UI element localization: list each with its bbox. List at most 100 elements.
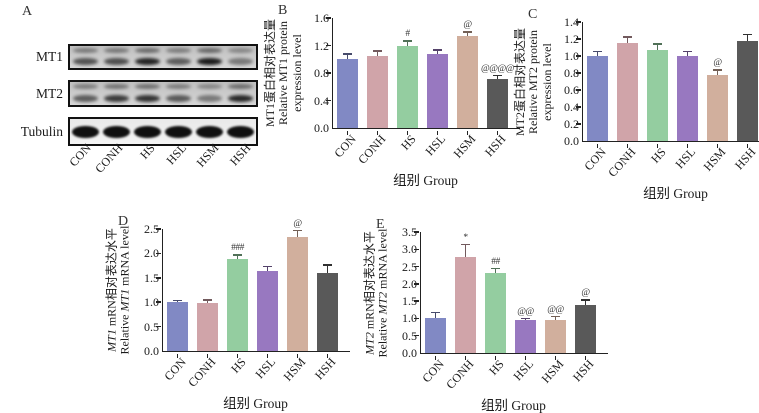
y-tick-label: 2.0: [144, 246, 159, 261]
error-bar-cap: [593, 50, 602, 53]
y-tick-mark: [576, 89, 581, 91]
y-axis: 0.0 0.5 1.0 1.5 2.0 2.5: [136, 222, 162, 358]
blot-band-upper: [197, 84, 222, 89]
x-axis-title: 组别 Group: [481, 398, 546, 413]
x-tick-mark: [296, 354, 299, 358]
x-tick-labels: CON CONH HS HSL HSM HSH: [331, 129, 519, 169]
blot-band-upper: [166, 84, 191, 89]
error-bar-cap: [551, 315, 560, 318]
y-tick-mark: [414, 334, 419, 337]
plot-column: * ## @@ @@ @ CON CONH HS HSL HSM HSH 组别 Group: [414, 231, 608, 413]
error-bar-cap: [581, 299, 590, 301]
bar-hsh: [737, 33, 758, 148]
y-tick-label: 0.6: [564, 83, 579, 97]
error-bar-cap: [233, 254, 242, 256]
bar-hsh: @: [575, 288, 596, 360]
blot-band-upper: [135, 48, 160, 53]
y-axis-title: MT1 mRN相对表达水平 Relative MT1 mRNA level: [105, 225, 133, 355]
x-axis-title: 组别 Group: [643, 186, 708, 201]
x-tick-label: HS: [647, 145, 669, 166]
blot-band: [165, 58, 192, 65]
error-bar-stem: [746, 34, 749, 41]
error-bar-cap: [323, 264, 332, 266]
y-tick-label: 1.0: [402, 311, 417, 326]
blot-band-upper: [228, 48, 253, 53]
error-bar-stem: [686, 51, 689, 56]
error-bar-stem: [296, 230, 299, 237]
x-axis-title: 组别 Group: [393, 173, 458, 188]
x-tick-label: HSM: [538, 357, 567, 386]
y-tick-mark: [326, 44, 331, 47]
y-tick-mark: [156, 252, 161, 255]
bar-hsm: @: [457, 20, 478, 135]
y-axis-title-line: MT2 mRN相对表达水平: [362, 230, 377, 355]
x-tick-mark: [686, 144, 689, 148]
blot-band-upper: [228, 84, 253, 89]
x-tick-label: HS: [485, 357, 507, 378]
y-axis-title: MT2 mRN相对表达水平 Relative MT2 mRNA level: [362, 228, 391, 357]
y-tick-mark: [326, 17, 331, 19]
error-bar-cap: [403, 40, 412, 42]
error-bar-stem: [656, 44, 659, 51]
y-tick-label: 0.0: [402, 346, 417, 360]
blot-lane: [132, 82, 163, 105]
panel-label-a: A: [22, 4, 33, 19]
bar-conh: [197, 299, 218, 358]
x-tick-label: HSH: [482, 132, 509, 160]
blot-band: [134, 125, 161, 138]
blot-lane: [70, 119, 101, 144]
blot-rows: MT1 MT2 Tubulin: [8, 44, 258, 156]
plot-column: # @ @@@@ CON CONH HS HSL HSM HSH 组别 Group: [326, 17, 520, 189]
x-tick-label: HSL: [510, 357, 537, 384]
y-tick-mark: [326, 99, 331, 102]
blot-box-mt2: [68, 80, 258, 107]
bar-conh: [367, 50, 388, 135]
x-tick-labels: CON CONH HS HSL HSM HSH: [419, 354, 607, 394]
blot-band-upper: [197, 48, 222, 53]
y-axis-title-line: expression level: [539, 42, 554, 121]
blot-band: [72, 125, 99, 138]
blot-lane: [194, 82, 225, 105]
x-tick-mark: [206, 354, 209, 358]
y-tick-label: 0.5: [144, 319, 159, 334]
significance-annotation: @@@@: [481, 63, 515, 74]
x-tick-label: HSL: [252, 355, 279, 382]
blot-row: Tubulin: [8, 117, 258, 146]
y-axis-title-line: Relative MT1 mRNA level: [118, 225, 132, 355]
blot-lane: [225, 46, 256, 68]
blot-lane: [163, 119, 194, 144]
y-axis-title-line: MT2蛋白相对表达量: [512, 27, 527, 136]
y-tick-label: 0.4: [314, 93, 329, 108]
error-bar-stem: [176, 300, 179, 303]
plot-area: # @ @@@@: [326, 17, 520, 135]
y-tick-mark: [156, 325, 161, 328]
gene-name: MT1: [118, 288, 132, 312]
bar-con: [425, 311, 446, 360]
bar-hsl: [677, 50, 698, 148]
y-tick-mark: [414, 317, 419, 320]
error-bar-stem: [346, 54, 349, 60]
blot-row-label: MT2: [36, 85, 63, 101]
error-bar-stem: [266, 266, 269, 272]
plot-area: * ## @@ @@ @: [414, 231, 608, 360]
blot-band: [134, 95, 161, 102]
blot-lane-label: CON: [66, 141, 94, 170]
blot-lane: [194, 46, 225, 68]
y-tick-label: 1.0: [144, 295, 159, 310]
y-axis-title-line: Relative MT2 mRNA level: [376, 228, 390, 357]
panel-label-c: C: [528, 7, 538, 22]
error-bar-stem: [326, 265, 329, 274]
blot-lane: [163, 46, 194, 68]
error-bar-stem: [494, 268, 497, 273]
blot-band-upper: [135, 84, 160, 89]
x-tick-mark: [584, 356, 587, 360]
y-tick-mark: [576, 72, 581, 74]
bar-hsl: [427, 49, 448, 135]
blot-band: [103, 95, 130, 102]
error-bar-cap: [343, 53, 352, 55]
y-tick-label: 1.5: [402, 294, 417, 309]
y-tick-mark: [414, 265, 419, 268]
x-tick-label: HSH: [732, 145, 759, 173]
panel-label-b: B: [278, 3, 288, 18]
blot-band: [165, 95, 192, 102]
